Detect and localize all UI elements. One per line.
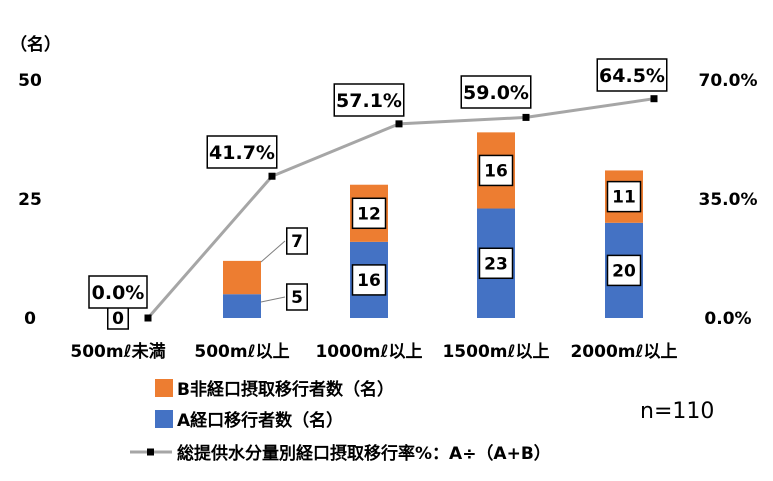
rate-line-point [268,172,276,180]
y-right-tick-label: 35.0% [699,190,758,210]
y-left-tick-label: 50 [18,71,42,91]
x-tick-label: 500mℓ以上 [194,342,289,362]
legend-item-rate: 総提供水分量別経口摂取移行率%：A÷（A+B） [130,443,551,464]
rate-line-point [522,113,530,121]
y-left-unit: （名） [10,34,61,55]
svg-text:B非経口摂取移行者数（名）: B非経口摂取移行者数（名） [177,379,394,400]
y-left-tick-label: 25 [18,190,42,210]
y-left-tick-label: 0 [24,309,36,329]
svg-text:59.0%: 59.0% [463,82,529,104]
svg-text:総提供水分量別経口摂取移行率%：A÷（A+B）: 総提供水分量別経口摂取移行率%：A÷（A+B） [177,443,551,464]
bar-label-b: 11 [606,180,642,213]
svg-text:57.1%: 57.1% [336,90,402,112]
rate-label: 41.7% [206,135,278,169]
y-right-tick-label: 0.0% [704,309,751,329]
svg-text:12: 12 [357,204,381,224]
rate-line-point [144,314,152,322]
svg-text:41.7%: 41.7% [209,142,275,164]
bar-segment-a [223,294,261,318]
legend-item-a: A経口移行者数（名） [155,410,343,431]
data-labels: 0 5 7 16 12 23 16 20 11 0.0% 41.7% 57.1% 59.0% 64.5% [88,58,668,330]
svg-text:16: 16 [484,161,508,181]
svg-text:0: 0 [112,309,124,329]
sample-size-annotation: n=110 [640,399,714,424]
bar-label-a: 20 [606,254,642,287]
bar-label-a: 23 [478,247,514,280]
bar-label-a: 16 [351,264,387,296]
svg-text:A経口移行者数（名）: A経口移行者数（名） [177,410,343,431]
bar-segment-b [223,260,261,295]
rate-label: 57.1% [333,83,405,117]
rate-line [144,95,658,322]
svg-text:64.5%: 64.5% [599,65,665,87]
legend-item-b: B非経口摂取移行者数（名） [155,379,394,400]
bar-label-b: 7 [286,227,308,255]
x-tick-label: 2000mℓ以上 [570,342,677,362]
rate-line-point [650,95,658,103]
legend: B非経口摂取移行者数（名） A経口移行者数（名） 総提供水分量別経口摂取移行率%：A… [130,379,551,464]
svg-text:20: 20 [612,261,636,281]
svg-text:7: 7 [291,232,303,252]
svg-text:0.0%: 0.0% [92,282,145,304]
y-right-tick-label: 70.0% [699,71,758,91]
svg-text:23: 23 [484,254,508,274]
bar-label-a: 0 [107,306,129,330]
x-tick-label: 500mℓ未満 [70,341,165,362]
svg-text:5: 5 [291,288,303,308]
rate-label: 64.5% [596,58,668,92]
svg-text:16: 16 [357,271,381,291]
rate-label: 59.0% [460,75,532,109]
rate-line-point [395,120,403,128]
bar-label-b: 16 [478,154,514,187]
bar-label-b: 12 [351,197,387,230]
x-tick-label: 1500mℓ以上 [442,342,549,362]
x-tick-label: 1000mℓ以上 [315,342,422,362]
bar-label-a: 5 [286,283,308,311]
rate-label: 0.0% [88,275,148,309]
svg-text:11: 11 [612,188,636,208]
